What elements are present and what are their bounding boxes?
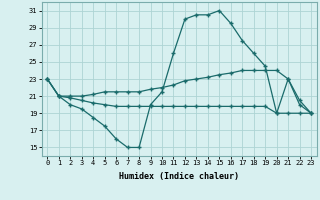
X-axis label: Humidex (Indice chaleur): Humidex (Indice chaleur) bbox=[119, 172, 239, 181]
